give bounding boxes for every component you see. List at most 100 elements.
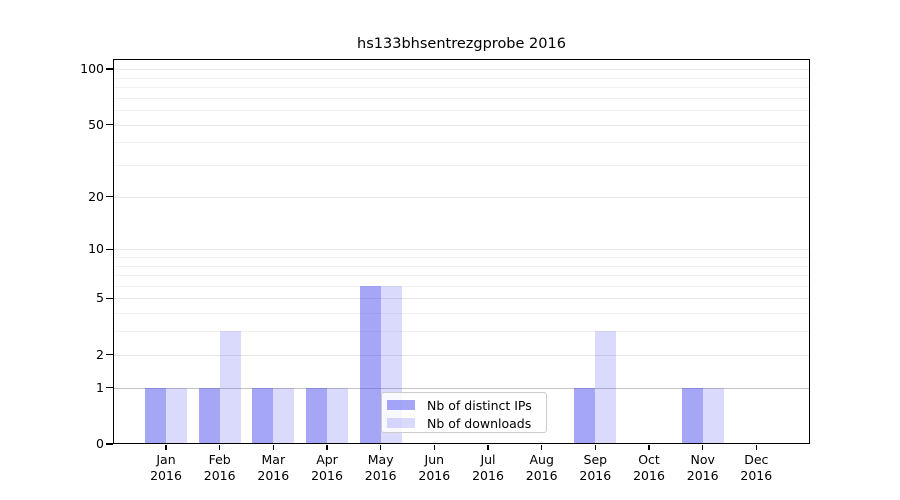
x-tick-year: 2016 [364, 467, 397, 483]
legend-swatch-downloads [387, 418, 415, 428]
bar-distinct-ips-may [359, 285, 381, 444]
x-tick-label-jan: Jan 2016 [126, 452, 206, 483]
x-tick-mark-nov [702, 445, 704, 450]
y-tick-mark-10 [106, 248, 113, 250]
y-tick-mark-1 [106, 387, 113, 389]
x-tick-mark-jul [487, 445, 489, 450]
y-tick-label-50: 50 [88, 116, 104, 132]
bar-downloads-nov [702, 387, 724, 444]
y-minor-gridline-30 [114, 165, 809, 166]
x-tick-mark-sep [594, 445, 596, 450]
y-gridline-100 [114, 69, 809, 70]
plot-area [113, 59, 810, 444]
x-tick-month: Nov [690, 452, 715, 467]
bar-distinct-ips-nov [681, 387, 703, 444]
x-tick-label-feb: Feb 2016 [180, 452, 260, 483]
bar-downloads-mar [273, 387, 295, 444]
y-minor-gridline-8 [114, 265, 809, 267]
x-tick-mark-apr [326, 445, 328, 450]
y-minor-gridline-3 [114, 331, 809, 333]
x-tick-label-mar: Mar 2016 [233, 452, 313, 483]
x-tick-month: Aug [529, 452, 554, 467]
y-tick-label-1: 1 [96, 379, 104, 395]
x-tick-month: Jul [480, 452, 496, 467]
x-tick-year: 2016 [150, 467, 182, 483]
x-tick-year: 2016 [686, 467, 719, 483]
bar-distinct-ips-jan [145, 387, 166, 444]
y-tick-mark-50 [106, 123, 113, 126]
y-gridline-50 [114, 124, 809, 126]
bar-downloads-sep [595, 331, 617, 444]
y-tick-label-10: 10 [88, 241, 104, 257]
x-tick-label-apr: Apr 2016 [287, 452, 367, 483]
x-tick-month: Jan [156, 452, 176, 467]
legend-label-distinct-ips: Nb of distinct IPs [427, 397, 532, 413]
x-tick-label-aug: Aug 2016 [502, 452, 582, 483]
bar-downloads-feb [219, 331, 241, 444]
x-tick-month: Apr [316, 452, 338, 467]
bar-distinct-ips-apr [306, 387, 327, 444]
x-tick-year: 2016 [579, 467, 612, 483]
y-gridline-5 [114, 298, 809, 300]
y-tick-mark-0 [106, 443, 113, 445]
x-tick-year: 2016 [311, 467, 343, 483]
x-tick-month: Oct [638, 452, 660, 467]
y-gridline-2 [114, 354, 809, 356]
legend-swatch-distinct-ips [387, 400, 415, 410]
x-tick-label-nov: Nov 2016 [663, 452, 743, 483]
x-tick-label-may: May 2016 [341, 452, 421, 483]
x-tick-mark-aug [541, 445, 543, 450]
y-minor-gridline-90 [114, 77, 809, 79]
y-tick-label-0: 0 [96, 436, 104, 451]
y-gridline-20 [114, 196, 809, 198]
x-tick-label-sep: Sep 2016 [555, 452, 635, 483]
x-tick-mark-mar [272, 445, 274, 450]
y-minor-gridline-60 [114, 110, 809, 111]
x-tick-month: Jun [424, 452, 445, 467]
x-tick-mark-dec [755, 445, 757, 450]
x-tick-month: Feb [208, 452, 231, 467]
bar-downloads-apr [327, 387, 348, 444]
y-tick-label-5: 5 [96, 290, 104, 306]
bar-distinct-ips-sep [574, 387, 596, 444]
x-tick-label-jul: Jul 2016 [448, 452, 528, 483]
y-tick-label-100: 100 [80, 61, 104, 76]
x-tick-year: 2016 [418, 467, 451, 483]
y-minor-gridline-6 [114, 285, 809, 287]
legend-item-downloads: Nb of downloads [382, 414, 546, 432]
y-tick-mark-5 [106, 297, 113, 299]
y-tick-label-2: 2 [96, 346, 104, 362]
x-tick-month: Sep [583, 452, 608, 467]
x-tick-month: May [367, 452, 394, 467]
x-tick-month: Dec [744, 452, 769, 467]
y-tick-mark-20 [106, 196, 113, 198]
x-tick-mark-feb [219, 445, 221, 450]
y-tick-mark-100 [106, 68, 113, 70]
x-tick-mark-oct [648, 445, 650, 450]
y-minor-gridline-9 [114, 256, 809, 258]
legend: Nb of distinct IPs Nb of downloads [381, 392, 547, 433]
y-gridline-10 [114, 249, 809, 251]
x-tick-year: 2016 [203, 467, 236, 483]
x-tick-mark-jun [433, 445, 435, 450]
y-minor-gridline-7 [114, 275, 809, 276]
x-tick-year: 2016 [472, 467, 504, 483]
x-tick-year: 2016 [740, 467, 773, 483]
x-tick-mark-jan [165, 445, 167, 450]
x-tick-label-dec: Dec 2016 [716, 452, 796, 483]
y-tick-label-20: 20 [88, 188, 104, 204]
y-minor-gridline-70 [114, 97, 809, 99]
bar-distinct-ips-feb [198, 387, 220, 444]
x-tick-month: Mar [261, 452, 286, 467]
bar-distinct-ips-mar [252, 387, 274, 444]
y-minor-gridline-80 [114, 87, 809, 88]
x-tick-label-jun: Jun 2016 [394, 452, 474, 483]
y-gridline-1 [114, 387, 809, 389]
x-tick-year: 2016 [525, 467, 558, 483]
legend-item-distinct-ips: Nb of distinct IPs [382, 396, 546, 414]
legend-label-downloads: Nb of downloads [427, 415, 532, 431]
x-tick-year: 2016 [257, 467, 290, 483]
x-tick-mark-may [380, 445, 382, 450]
bar-downloads-jan [166, 387, 187, 444]
